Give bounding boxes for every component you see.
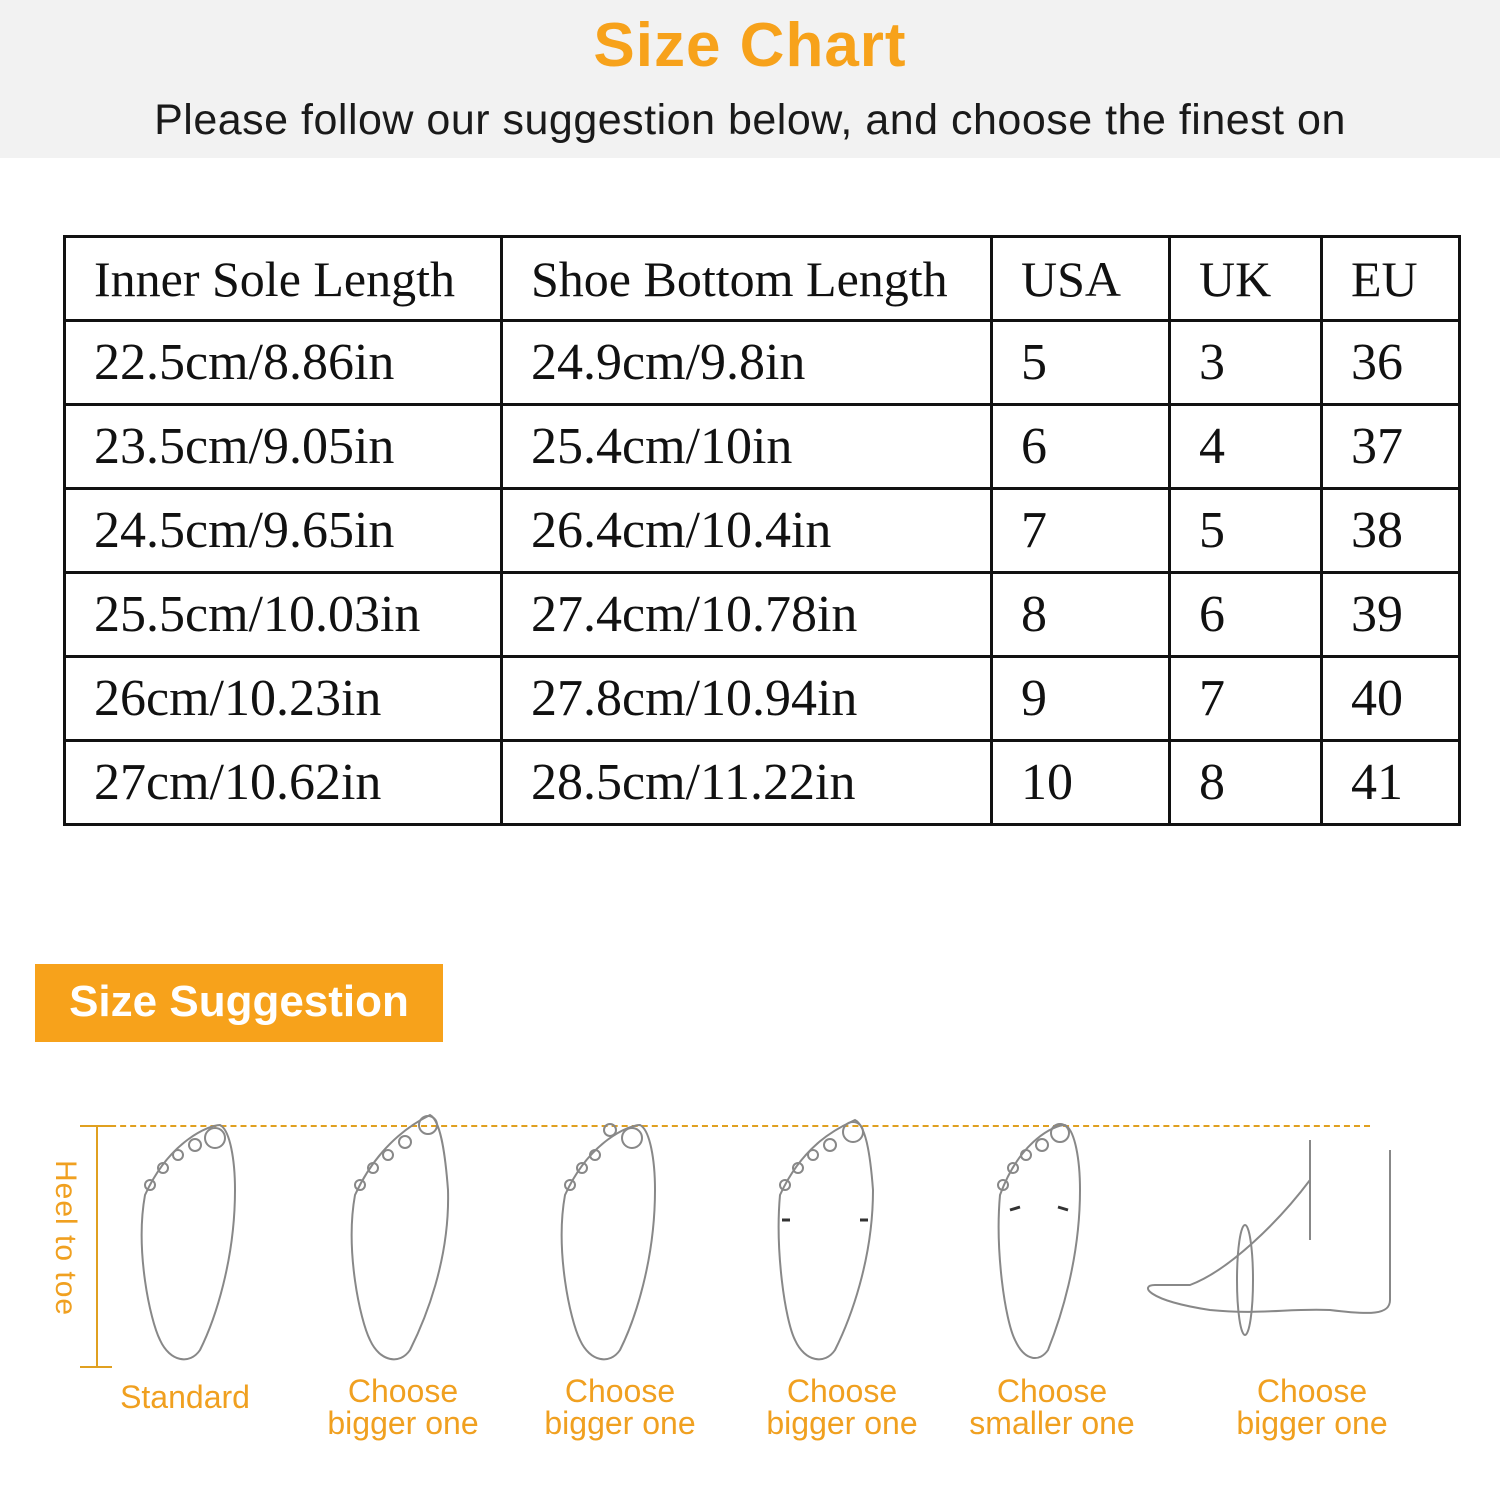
table-cell: 26cm/10.23in (63, 655, 503, 742)
header-cell: EU (1320, 235, 1461, 322)
table-cell: 38 (1320, 487, 1461, 574)
table-cell: 24.9cm/9.8in (500, 319, 993, 406)
table-row: 26cm/10.23in 27.8cm/10.94in 9 7 40 (63, 655, 1461, 742)
table-cell: 41 (1320, 739, 1461, 826)
ruler-tick-top (80, 1125, 112, 1127)
suggestion-label-6: Choose bigger one (1202, 1375, 1422, 1439)
table-row: 25.5cm/10.03in 27.4cm/10.78in 8 6 39 (63, 571, 1461, 658)
table-cell: 5 (990, 319, 1171, 406)
foot-long-second-toe-icon (560, 1123, 657, 1361)
size-suggestion-heading: Size Suggestion (35, 964, 443, 1042)
label-line: bigger one (766, 1405, 918, 1441)
header-cell: USA (990, 235, 1171, 322)
suggestion-label-3: Choose bigger one (510, 1375, 730, 1439)
table-cell: 4 (1168, 403, 1323, 490)
ruler-tick-bottom (80, 1366, 112, 1368)
header-cell: Shoe Bottom Length (500, 235, 993, 322)
header-cell: Inner Sole Length (63, 235, 503, 322)
label-line: bigger one (544, 1405, 696, 1441)
page-title: Size Chart (593, 11, 907, 80)
page-subtitle: Please follow our suggestion below, and … (154, 96, 1346, 144)
suggestion-label-standard: Standard (75, 1375, 295, 1413)
feet-illustrations (140, 1113, 1391, 1361)
foot-high-instep-icon (1146, 1140, 1391, 1336)
table-cell: 25.4cm/10in (500, 403, 993, 490)
table-cell: 27.8cm/10.94in (500, 655, 993, 742)
table-cell: 27cm/10.62in (63, 739, 503, 826)
table-cell: 9 (990, 655, 1171, 742)
label-line: Choose (564, 1373, 676, 1409)
table-cell: 7 (1168, 655, 1323, 742)
size-table: Inner Sole Length Shoe Bottom Length USA… (63, 235, 1461, 826)
label-line: bigger one (1236, 1405, 1388, 1441)
table-cell: 40 (1320, 655, 1461, 742)
table-cell: 8 (990, 571, 1171, 658)
table-cell: 24.5cm/9.65in (63, 487, 503, 574)
suggestion-label-2: Choose bigger one (293, 1375, 513, 1439)
label-line: bigger one (327, 1405, 479, 1441)
suggestion-label-4: Choose bigger one (732, 1375, 952, 1439)
header-banner: Size Chart Please follow our suggestion … (0, 0, 1500, 158)
foot-long-toe-icon (350, 1113, 450, 1361)
label-line: Standard (120, 1379, 250, 1415)
label-line: Choose (786, 1373, 898, 1409)
table-cell: 5 (1168, 487, 1323, 574)
table-cell: 6 (990, 403, 1171, 490)
table-cell: 7 (990, 487, 1171, 574)
table-cell: 23.5cm/9.05in (63, 403, 503, 490)
heel-to-toe-ruler (96, 1127, 98, 1367)
table-cell: 26.4cm/10.4in (500, 487, 993, 574)
table-cell: 10 (990, 739, 1171, 826)
table-cell: 25.5cm/10.03in (63, 571, 503, 658)
table-cell: 3 (1168, 319, 1323, 406)
table-row: 22.5cm/8.86in 24.9cm/9.8in 5 3 36 (63, 319, 1461, 406)
foot-wide-icon (777, 1118, 875, 1361)
header-cell: UK (1168, 235, 1323, 322)
table-cell: 39 (1320, 571, 1461, 658)
toe-guide-line (80, 1125, 1370, 1127)
heel-to-toe-label: Heel to toe (49, 1160, 82, 1317)
suggestion-label-5: Choose smaller one (942, 1375, 1162, 1439)
table-row: 24.5cm/9.65in 26.4cm/10.4in 7 5 38 (63, 487, 1461, 574)
table-cell: 22.5cm/8.86in (63, 319, 503, 406)
table-cell: 36 (1320, 319, 1461, 406)
label-line: Choose (996, 1373, 1108, 1409)
label-line: Choose (1256, 1373, 1368, 1409)
table-cell: 6 (1168, 571, 1323, 658)
foot-standard-icon (140, 1123, 237, 1361)
table-row: 27cm/10.62in 28.5cm/11.22in 10 8 41 (63, 739, 1461, 826)
foot-narrow-icon (997, 1123, 1082, 1359)
table-cell: 27.4cm/10.78in (500, 571, 993, 658)
table-row: 23.5cm/9.05in 25.4cm/10in 6 4 37 (63, 403, 1461, 490)
table-cell: 28.5cm/11.22in (500, 739, 993, 826)
table-cell: 37 (1320, 403, 1461, 490)
label-line: Choose (347, 1373, 459, 1409)
label-line: smaller one (969, 1405, 1135, 1441)
table-cell: 8 (1168, 739, 1323, 826)
table-header-row: Inner Sole Length Shoe Bottom Length USA… (63, 235, 1461, 322)
